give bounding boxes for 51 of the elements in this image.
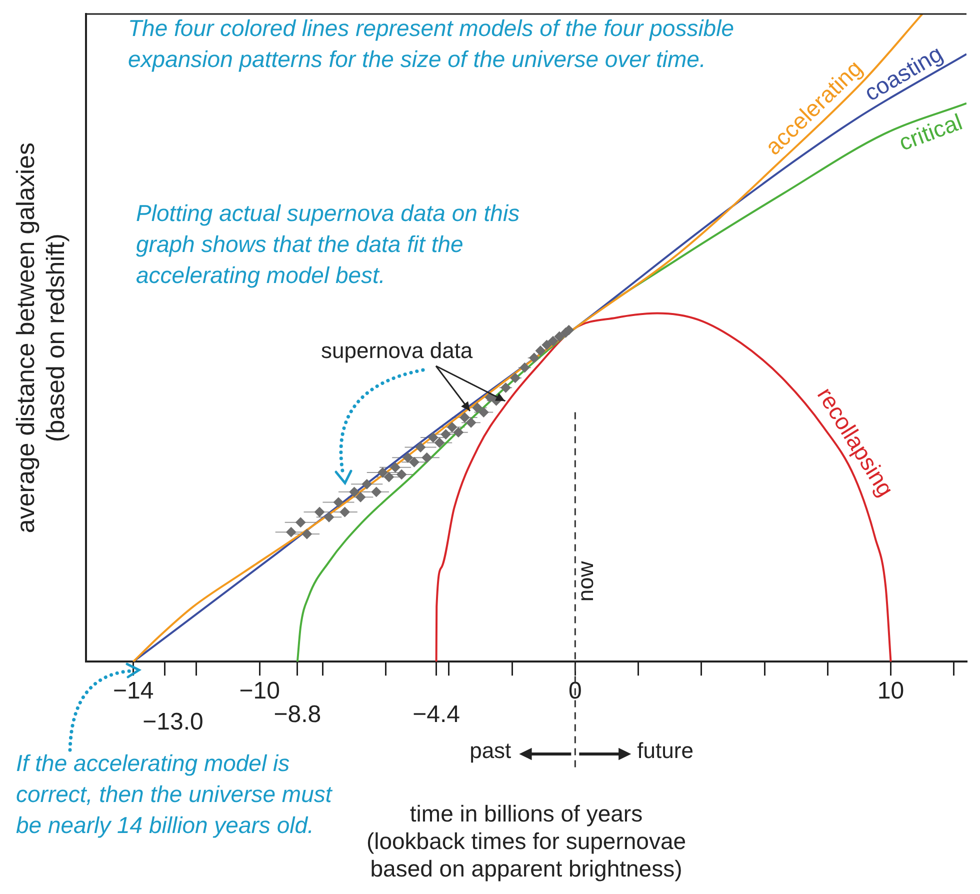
point	[466, 418, 476, 428]
point	[371, 486, 382, 497]
point	[542, 340, 552, 350]
x-tick-label: 10	[877, 678, 904, 705]
point	[384, 472, 394, 482]
annotation: The four colored lines represent models of the four possible expansion patterns for the size of the universe over time.	[128, 14, 734, 72]
point	[535, 346, 546, 356]
point	[396, 469, 407, 480]
point	[434, 438, 444, 448]
point	[356, 492, 366, 502]
x-axis-title: time in billions of years (lookback times for supernovae based on apparent brightness)	[366, 800, 686, 882]
point	[520, 362, 530, 373]
x-tick-label: 0	[568, 678, 582, 705]
point	[422, 452, 432, 463]
point	[286, 527, 296, 538]
point	[548, 336, 558, 346]
point	[416, 442, 426, 452]
text: future	[637, 738, 694, 764]
point	[440, 429, 451, 440]
point	[390, 462, 400, 472]
point	[314, 507, 325, 518]
ref-line-label: now	[573, 561, 598, 602]
point	[402, 452, 413, 463]
text: −13.0	[142, 708, 204, 736]
annotation: Plotting actual supernova data on this graph shows that the data fit the accelerating model best.	[136, 200, 520, 288]
point	[529, 352, 540, 363]
point	[349, 486, 360, 497]
point	[296, 517, 306, 528]
point	[362, 479, 372, 490]
y-axis-title: average distance between galaxies (based on redshift)	[12, 142, 70, 534]
point	[378, 468, 388, 478]
point	[453, 427, 464, 438]
annotation: supernova data	[321, 338, 474, 364]
point	[460, 412, 470, 422]
point	[500, 382, 511, 393]
annotation: −4.4	[412, 701, 460, 728]
point	[428, 432, 438, 443]
point	[340, 507, 350, 518]
point	[472, 402, 482, 413]
point	[409, 457, 420, 468]
point	[324, 512, 334, 522]
point	[447, 422, 458, 432]
point	[554, 332, 564, 342]
text: If the accelerating model is correct, then the universe must be nearly 14 billion years old.	[16, 750, 334, 838]
text: critical	[895, 108, 966, 156]
point	[302, 529, 312, 540]
point	[510, 372, 520, 383]
x-tick-label: −14	[112, 678, 154, 705]
point	[333, 497, 344, 508]
text: past	[470, 738, 512, 764]
point	[478, 407, 489, 418]
